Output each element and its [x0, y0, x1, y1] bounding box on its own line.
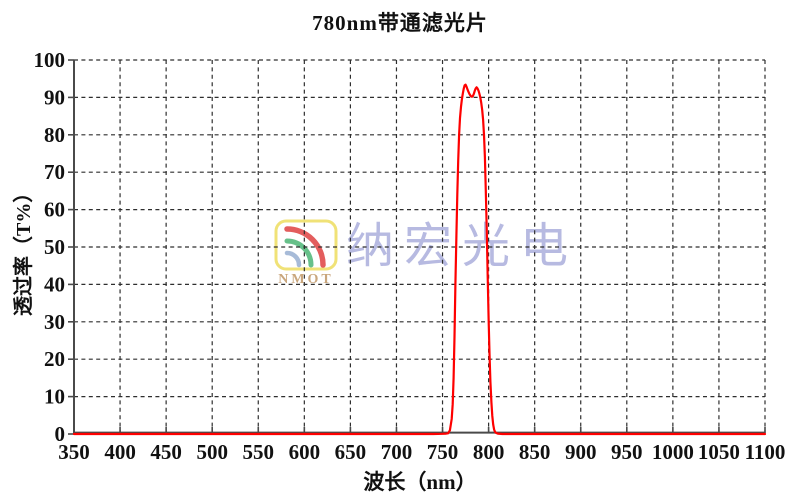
- x-tick-label: 400: [104, 440, 136, 464]
- x-tick-label: 700: [381, 440, 413, 464]
- y-tick-label: 100: [34, 48, 66, 72]
- x-tick-label: 900: [565, 440, 597, 464]
- y-axis-title: 透过率（T%）: [13, 182, 35, 316]
- y-tick-label: 40: [44, 272, 65, 296]
- x-tick-label: 550: [243, 440, 275, 464]
- watermark-logo-text: NMOT: [278, 272, 334, 287]
- y-tick-label: 60: [44, 198, 65, 222]
- x-tick-label: 1100: [745, 440, 786, 464]
- chart-title: 780nm带通滤光片: [312, 11, 488, 35]
- y-tick-label: 90: [44, 85, 65, 109]
- x-tick-label: 1050: [698, 440, 740, 464]
- x-tick-label: 500: [196, 440, 228, 464]
- x-axis-title: 波长（nm）: [363, 470, 477, 494]
- x-tick-label: 800: [473, 440, 505, 464]
- transmission-curve: [72, 83, 767, 436]
- x-tick-label: 600: [289, 440, 321, 464]
- x-tick-label: 1000: [652, 440, 694, 464]
- x-tick-label: 350: [58, 440, 90, 464]
- y-tick-label: 70: [44, 160, 65, 184]
- x-tick-label: 850: [519, 440, 551, 464]
- y-tick-label: 20: [44, 347, 65, 371]
- x-tick-label: 750: [427, 440, 459, 464]
- y-tick-label: 0: [55, 422, 66, 446]
- y-tick-label: 10: [44, 385, 65, 409]
- y-tick-label: 50: [44, 235, 65, 259]
- y-tick-label: 80: [44, 123, 65, 147]
- x-tick-label: 950: [611, 440, 643, 464]
- x-tick-label: 450: [150, 440, 182, 464]
- y-tick-label: 30: [44, 310, 65, 334]
- x-tick-label: 650: [335, 440, 367, 464]
